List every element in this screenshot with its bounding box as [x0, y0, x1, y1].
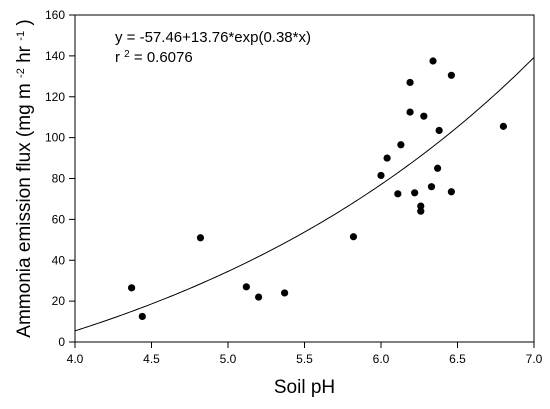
- y-axis-tick-label: 160: [45, 8, 65, 22]
- y-axis-tick-label: 100: [45, 131, 65, 145]
- fit-curve: [74, 57, 535, 332]
- data-point: [427, 183, 436, 191]
- y-axis-ticks: [69, 14, 75, 343]
- x-axis-tick-label: 4.0: [67, 352, 84, 366]
- data-point: [383, 154, 391, 162]
- data-point: [447, 188, 455, 196]
- data-point: [434, 164, 442, 172]
- data-point: [406, 108, 414, 116]
- y-axis-title: Ammonia emission flux (mg m -2 hr -1 ): [14, 19, 35, 337]
- x-axis-tick-label: 6.5: [449, 352, 466, 366]
- data-point: [411, 189, 419, 197]
- r-squared-label: r 2 = 0.6076: [115, 49, 193, 67]
- data-point: [406, 78, 414, 87]
- x-axis-tick-label: 4.5: [143, 352, 160, 366]
- y-axis-tick-label: 40: [52, 253, 66, 267]
- data-point: [394, 190, 402, 198]
- r-squared-prefix: r: [115, 49, 120, 66]
- y-axis-tick-label: 120: [45, 90, 65, 104]
- y-axis-tick-labels: 0 20 40 60 80 100 120 140 160: [45, 8, 65, 349]
- data-point: [281, 289, 289, 297]
- r-squared-superscript: 2: [124, 49, 130, 60]
- x-axis-title: Soil pH: [274, 377, 335, 398]
- y-axis-title-superscript-1: -2: [15, 68, 27, 78]
- x-axis-tick-label: 6.0: [373, 352, 390, 366]
- y-axis-tick-label: 80: [52, 172, 66, 186]
- data-point: [377, 171, 385, 180]
- data-point: [447, 71, 455, 79]
- data-point: [196, 234, 205, 242]
- data-point: [499, 122, 507, 130]
- y-axis-title-prefix: Ammonia emission flux (mg m: [14, 83, 35, 337]
- r-squared-value: = 0.6076: [134, 49, 193, 66]
- data-points: [128, 57, 507, 321]
- data-point: [429, 57, 437, 65]
- data-point: [128, 284, 136, 292]
- x-axis-tick-labels: 4.0 4.5 5.0 5.5 6.0 6.5 7.0: [67, 352, 543, 366]
- y-axis-title-suffix: ): [14, 19, 35, 25]
- data-point: [420, 112, 428, 120]
- data-point: [397, 141, 405, 149]
- data-point: [435, 126, 443, 135]
- y-axis-title-middle: hr: [14, 45, 35, 63]
- data-point: [417, 202, 425, 210]
- data-point: [349, 233, 358, 241]
- data-point: [417, 207, 425, 215]
- fit-equation-label: y = -57.46+13.76*exp(0.38*x): [115, 29, 311, 46]
- y-axis-title-superscript-2: -1: [15, 31, 27, 41]
- x-axis-tick-label: 5.5: [296, 352, 313, 366]
- y-axis-tick-label: 0: [58, 335, 65, 349]
- x-axis-ticks: [74, 342, 535, 348]
- x-axis-tick-label: 7.0: [526, 352, 543, 366]
- data-point: [138, 312, 146, 321]
- y-axis-tick-label: 20: [52, 294, 66, 308]
- data-point: [242, 283, 250, 291]
- y-axis-tick-label: 140: [45, 49, 65, 63]
- y-axis-tick-label: 60: [52, 212, 66, 226]
- x-axis-tick-label: 5.0: [220, 352, 237, 366]
- data-point: [255, 293, 263, 301]
